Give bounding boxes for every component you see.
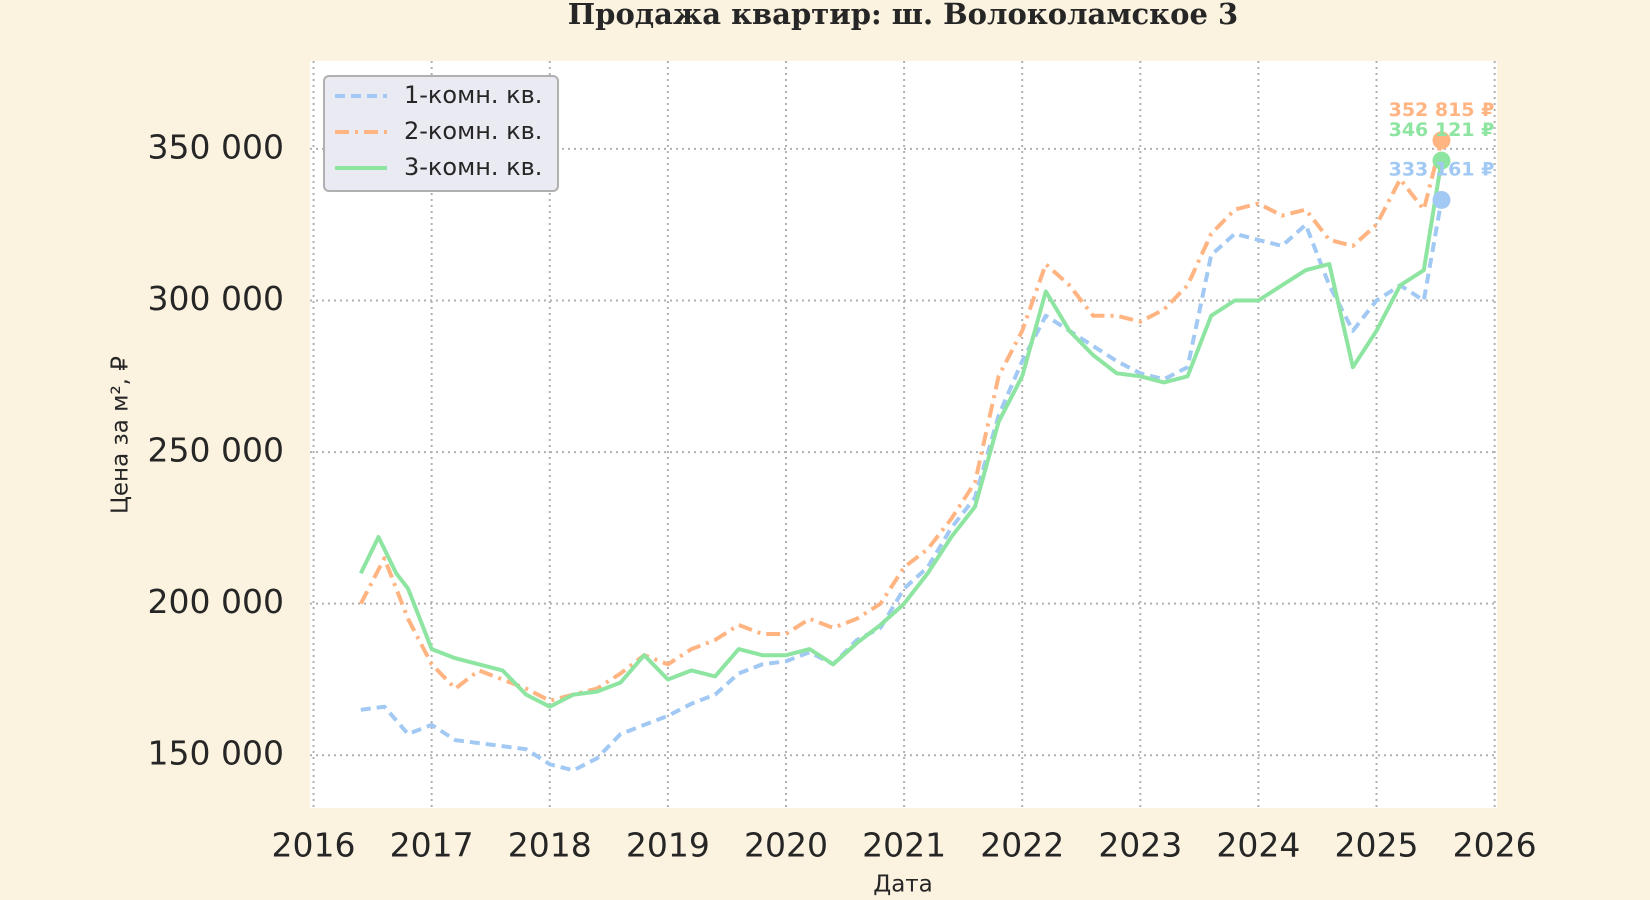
- x-tick-label: 2018: [508, 826, 592, 865]
- end-marker: [1432, 190, 1451, 209]
- end-marker: [1432, 151, 1451, 170]
- line-series: [359, 139, 1444, 703]
- y-tick-label: 150 000: [148, 734, 284, 773]
- y-axis-label: Цена за м², ₽: [108, 356, 134, 514]
- legend-label: 3-комн. кв.: [404, 153, 542, 181]
- x-tick-label: 2024: [1216, 826, 1300, 865]
- end-label: 333 161 ₽: [1389, 158, 1495, 180]
- y-tick-label: 300 000: [148, 279, 284, 318]
- y-tick-label: 350 000: [148, 127, 284, 166]
- chart-title: Продажа квартир: ш. Волоколамское 3: [568, 0, 1238, 31]
- end-label: 352 815 ₽: [1389, 99, 1495, 121]
- x-tick-label: 2022: [980, 826, 1064, 865]
- x-tick-label: 2025: [1335, 826, 1419, 865]
- x-tick-label: 2017: [390, 826, 474, 865]
- end-label: 346 121 ₽: [1389, 119, 1495, 141]
- x-tick-label: 2021: [862, 826, 946, 865]
- x-tick-label: 2026: [1453, 826, 1537, 865]
- end-marker: [1432, 131, 1451, 150]
- y-tick-label: 250 000: [148, 431, 284, 470]
- x-axis-label: Дата: [873, 872, 933, 898]
- x-tick-label: 2020: [744, 826, 828, 865]
- x-tick-label: 2016: [272, 826, 356, 865]
- line-series: [359, 160, 1444, 709]
- y-tick-label: 200 000: [148, 582, 284, 621]
- x-tick-label: 2023: [1098, 826, 1182, 865]
- legend-label: 1-комн. кв.: [404, 81, 542, 109]
- x-tick-label: 2019: [626, 826, 710, 865]
- legend: 1-комн. кв. 2-комн. кв. 3-комн. кв.: [323, 75, 559, 192]
- legend-box: [323, 75, 559, 192]
- legend-label: 2-комн. кв.: [404, 117, 542, 145]
